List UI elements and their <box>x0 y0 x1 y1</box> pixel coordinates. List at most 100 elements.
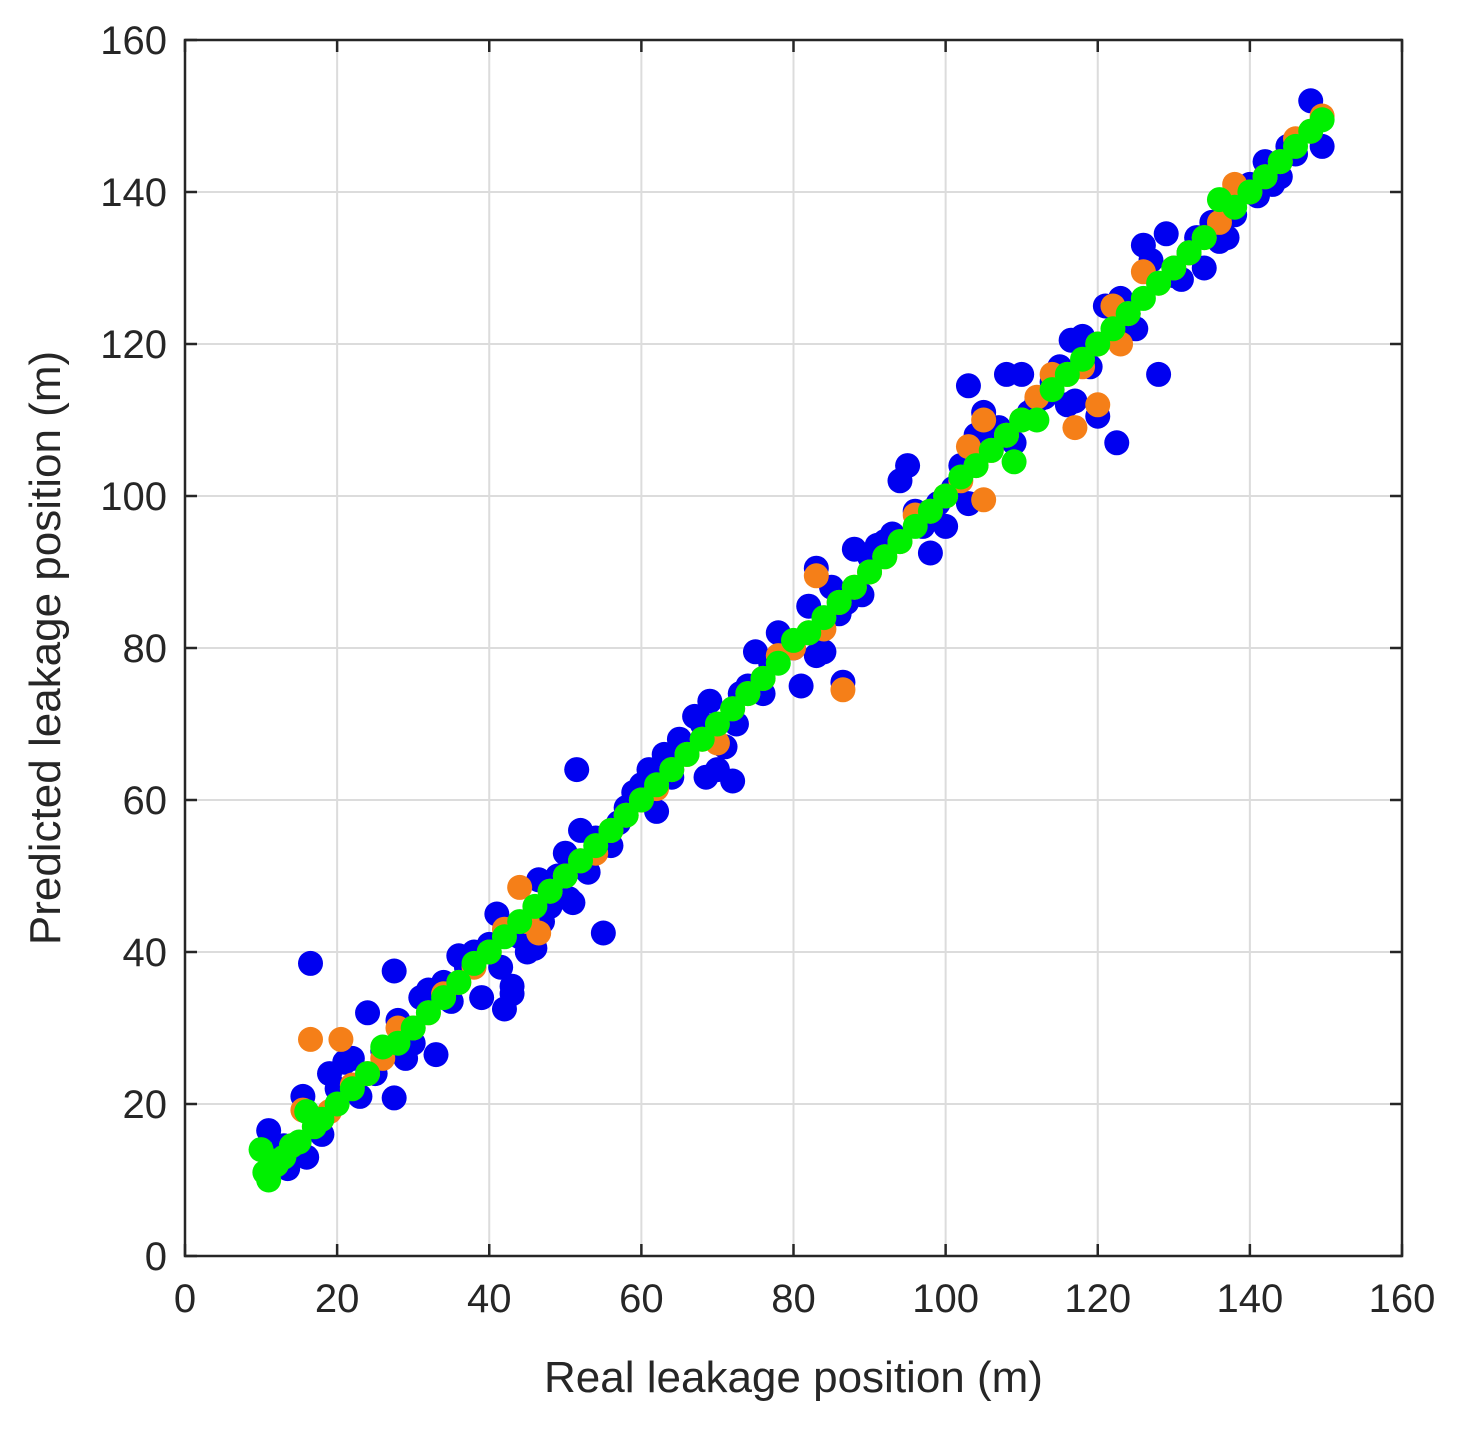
data-point <box>431 985 457 1011</box>
data-point <box>917 498 943 524</box>
y-tick-label: 0 <box>145 1235 167 1279</box>
data-point <box>1130 285 1156 311</box>
tick-marks <box>183 38 1404 1258</box>
data-point <box>256 1118 282 1144</box>
data-point <box>978 437 1004 463</box>
x-tick-label: 0 <box>174 1277 196 1321</box>
data-point <box>803 563 829 589</box>
data-point <box>590 920 616 946</box>
data-point <box>415 1000 441 1026</box>
data-point <box>689 726 715 752</box>
x-tick-label: 120 <box>1064 1277 1131 1321</box>
series-3 <box>248 107 1335 1193</box>
data-point <box>324 1091 350 1117</box>
data-point <box>1252 164 1278 190</box>
y-tick-label: 40 <box>123 931 168 975</box>
data-point <box>476 939 502 965</box>
data-point <box>507 909 533 935</box>
data-point <box>750 665 776 691</box>
data-point <box>583 833 609 859</box>
data-point <box>1161 255 1187 281</box>
x-tick-label: 80 <box>771 1277 816 1321</box>
data-point <box>955 373 981 399</box>
data-point <box>887 529 913 555</box>
y-tick-label: 20 <box>123 1083 168 1127</box>
data-point <box>659 757 685 783</box>
y-axis-label: Predicted leakage position (m) <box>21 351 70 945</box>
data-point <box>1024 407 1050 433</box>
data-point <box>765 650 791 676</box>
data-point <box>526 920 552 946</box>
data-point <box>720 696 746 722</box>
data-point <box>796 620 822 646</box>
x-tick-label: 100 <box>912 1277 979 1321</box>
x-tick-labels: 0 20 40 60 80 100 120 140 160 <box>174 1277 1436 1321</box>
y-tick-labels: 0 20 40 60 80 100 120 140 160 <box>100 19 167 1279</box>
data-point <box>826 589 852 615</box>
data-point <box>564 757 590 783</box>
data-point <box>446 969 472 995</box>
data-point <box>1001 449 1027 475</box>
data-point <box>1283 133 1309 159</box>
data-point <box>522 893 548 919</box>
data-point <box>552 863 578 889</box>
data-point <box>286 1129 312 1155</box>
data-point <box>1191 225 1217 251</box>
data-point <box>385 1030 411 1056</box>
data-points <box>248 88 1335 1193</box>
data-point <box>1222 194 1248 220</box>
data-point <box>423 1042 449 1068</box>
data-point <box>971 487 997 513</box>
data-point <box>735 681 761 707</box>
data-point <box>339 1076 365 1102</box>
data-point <box>1009 361 1035 387</box>
data-point <box>537 878 563 904</box>
data-point <box>1267 149 1293 175</box>
y-tick-label: 60 <box>123 779 168 823</box>
data-point <box>1062 415 1088 441</box>
data-point <box>1176 240 1202 266</box>
y-tick-label: 140 <box>100 171 167 215</box>
data-point <box>704 711 730 737</box>
data-point <box>811 639 837 665</box>
data-point <box>644 772 670 798</box>
data-point <box>507 874 533 900</box>
data-point <box>788 673 814 699</box>
data-point <box>902 513 928 539</box>
data-point <box>381 1085 407 1111</box>
data-point <box>1104 430 1130 456</box>
data-point <box>560 890 586 916</box>
data-point <box>1153 221 1179 247</box>
data-point <box>298 950 324 976</box>
data-point <box>993 422 1019 448</box>
data-point <box>613 802 639 828</box>
data-point <box>895 453 921 479</box>
data-point <box>1146 361 1172 387</box>
data-point <box>1191 255 1217 281</box>
data-point <box>1146 270 1172 296</box>
data-point <box>872 544 898 570</box>
x-tick-label: 40 <box>467 1277 512 1321</box>
data-point <box>381 958 407 984</box>
data-point <box>811 605 837 631</box>
y-tick-label: 120 <box>100 323 167 367</box>
data-point <box>298 1026 324 1052</box>
data-point <box>963 453 989 479</box>
data-point <box>469 985 495 1011</box>
data-point <box>933 513 959 539</box>
data-point <box>339 1045 365 1071</box>
data-point <box>355 1061 381 1087</box>
data-point <box>674 741 700 767</box>
data-point <box>1070 346 1096 372</box>
data-point <box>491 924 517 950</box>
data-point <box>841 574 867 600</box>
data-point <box>917 540 943 566</box>
data-point <box>355 1000 381 1026</box>
data-point <box>955 434 981 460</box>
data-point <box>1085 392 1111 418</box>
data-point <box>971 407 997 433</box>
data-point <box>1309 107 1335 133</box>
data-point <box>1237 179 1263 205</box>
data-point <box>1085 331 1111 357</box>
